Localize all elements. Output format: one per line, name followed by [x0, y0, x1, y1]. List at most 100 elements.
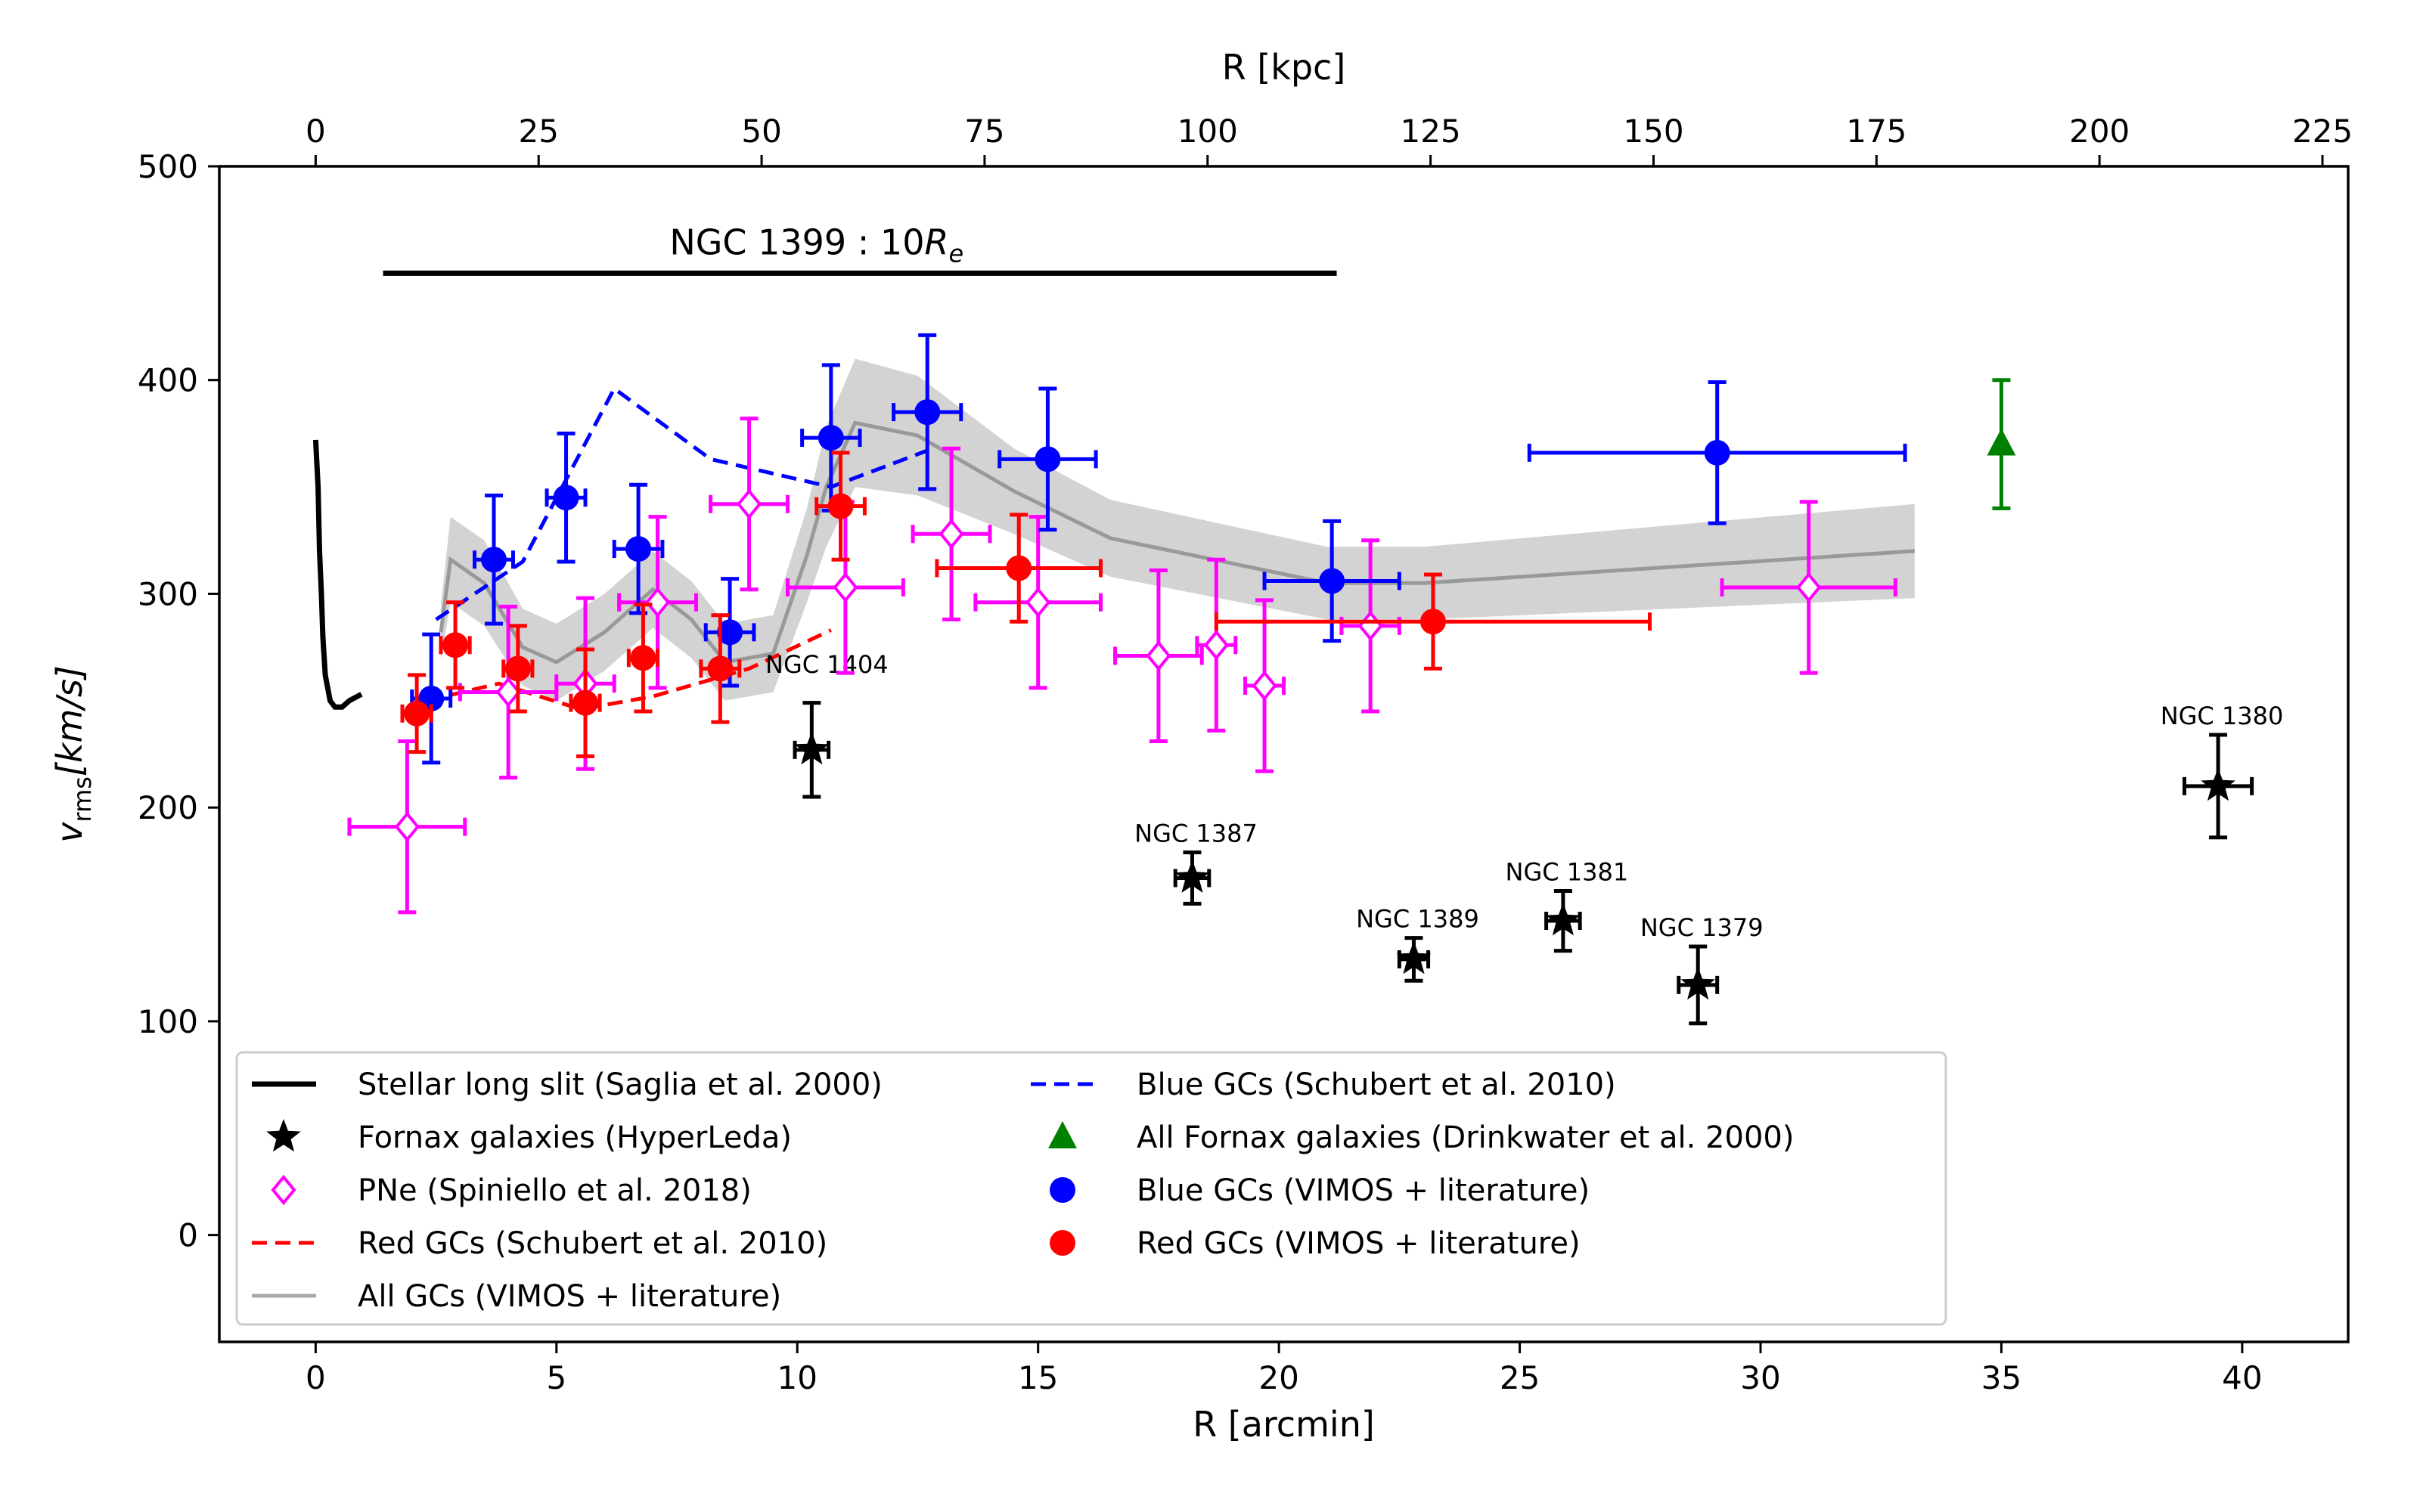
pne-spiniello-et-al-2018-point-1: [495, 677, 521, 708]
y-tick-label-200: 200: [138, 789, 198, 826]
legend-label-red-gcs-vimos-literature: Red GCs (VIMOS + literature): [1137, 1226, 1581, 1261]
fornax-galaxies-hyperleda-point-5-label: NGC 1380: [2161, 702, 2284, 730]
y-axis-label-v: v: [49, 822, 90, 843]
top-axis-label: R [kpc]: [1222, 47, 1346, 88]
legend-label-all-gcs-vimos-literature: All GCs (VIMOS + literature): [358, 1279, 781, 1314]
pne-spiniello-et-al-2018-point-5: [833, 572, 858, 603]
legend-item-stellar-long-slit-saglia-et-al-2000: Stellar long slit (Saglia et al. 2000): [252, 1067, 883, 1102]
pne-spiniello-et-al-2018-point-8: [1146, 640, 1171, 671]
all-gcs-vimos-literature-band: [441, 358, 1915, 701]
top-tick-label-75: 75: [964, 113, 1004, 150]
fornax-galaxies-hyperleda-point-4-label: NGC 1379: [1640, 913, 1764, 942]
x-tick-label-10: 10: [777, 1359, 818, 1396]
legend-item-blue-gcs-schubert-et-al-2010: Blue GCs (Schubert et al. 2010): [1031, 1067, 1616, 1102]
red-gcs-vimos-literature-point-0: [404, 700, 430, 727]
gc-band-layer: [441, 358, 1915, 701]
legend-label-fornax-galaxies-hyperleda: Fornax galaxies (HyperLeda): [358, 1120, 792, 1155]
legend-box: [235, 1051, 1947, 1326]
top-tick-label-125: 125: [1401, 113, 1461, 150]
legend-item-blue-gcs-vimos-literature: Blue GCs (VIMOS + literature): [1050, 1173, 1590, 1208]
y-tick-label-0: 0: [178, 1217, 198, 1254]
pne-spiniello-et-al-2018-point-12: [1796, 572, 1822, 603]
blue-gcs-vimos-literature-point-9: [1704, 439, 1730, 466]
legend-label-all-fornax-galaxies-drinkwater-et-al-2000: All Fornax galaxies (Drinkwater et al. 2…: [1137, 1120, 1794, 1155]
fornax-galaxies-hyperleda-point-5: [2201, 767, 2235, 801]
y-axis-label-sub: rms: [68, 776, 97, 822]
ngc1399-annotation-text: NGC 1399 : 10: [669, 222, 924, 262]
stellar-long-slit-saglia-et-al-2000-line: [312, 439, 363, 710]
x-tick-label-40: 40: [2222, 1359, 2262, 1396]
red-gcs-vimos-literature-point-4: [630, 645, 656, 671]
fornax-galaxies-hyperleda-point-2-label: NGC 1389: [1356, 905, 1479, 934]
legend-handle-pne-spiniello-et-al-2018: [271, 1174, 296, 1206]
legend-label-stellar-long-slit-saglia-et-al-2000: Stellar long slit (Saglia et al. 2000): [358, 1067, 883, 1102]
y-tick-label-400: 400: [138, 362, 198, 399]
x-tick-label-25: 25: [1500, 1359, 1540, 1396]
ngc1399-annotation-sub: e: [948, 239, 963, 268]
blue-gcs-vimos-literature-point-6: [914, 399, 941, 426]
legend-item-all-gcs-vimos-literature: All GCs (VIMOS + literature): [252, 1279, 781, 1314]
top-tick-label-100: 100: [1177, 113, 1238, 150]
x-tick-label-5: 5: [546, 1359, 566, 1396]
blue-gcs-vimos-literature-point-4: [717, 619, 743, 646]
red-gcs-vimos-literature-point-7: [1006, 555, 1032, 581]
pne-spiniello-et-al-2018-point-10: [1252, 670, 1277, 702]
legend-handle-blue-gcs-vimos-literature: [1050, 1177, 1075, 1203]
y-tick-label-300: 300: [138, 575, 198, 612]
blue-gcs-vimos-literature-point-8: [1319, 568, 1345, 594]
red-gcs-vimos-literature-point-8: [1419, 609, 1446, 635]
pne-spiniello-et-al-2018-point-3: [644, 587, 671, 618]
blue-gcs-schubert-et-al-2010-line: [435, 386, 929, 621]
x-tick-label-0: 0: [306, 1359, 326, 1396]
legend-handle-fornax-galaxies-hyperleda: [266, 1119, 301, 1152]
legend-item-red-gcs-vimos-literature: Red GCs (VIMOS + literature): [1050, 1226, 1581, 1261]
fornax-galaxies-hyperleda-point-0: [794, 731, 830, 765]
legend-label-pne-spiniello-et-al-2018: PNe (Spiniello et al. 2018): [358, 1173, 752, 1208]
red-gcs-vimos-literature-point-5: [707, 655, 734, 682]
annotation-layer: NGC 1399 : 10Re: [383, 222, 1337, 276]
legend-label-blue-gcs-vimos-literature: Blue GCs (VIMOS + literature): [1137, 1173, 1590, 1208]
legend: Stellar long slit (Saglia et al. 2000) Fo…: [235, 1051, 1947, 1326]
top-tick-label-50: 50: [741, 113, 781, 150]
fornax-galaxies-hyperleda-point-3: [1546, 903, 1581, 936]
fornax-galaxies-hyperleda-point-2: [1396, 940, 1432, 974]
blue-gcs-vimos-literature-point-3: [625, 536, 652, 562]
legend-label-blue-gcs-schubert-et-al-2010: Blue GCs (Schubert et al. 2010): [1137, 1067, 1616, 1102]
y-tick-label-100: 100: [138, 1003, 198, 1040]
top-tick-label-175: 175: [1846, 113, 1907, 150]
blue-gcs-vimos-literature-point-5: [818, 425, 844, 451]
blue-gcs-vimos-literature-point-7: [1035, 446, 1061, 472]
ngc1399-annotation: NGC 1399 : 10Re: [669, 222, 963, 268]
top-tick-label-150: 150: [1623, 113, 1683, 150]
top-tick-label-25: 25: [518, 113, 558, 150]
legend-handle-all-fornax-galaxies-drinkwater-et-al-2000: [1048, 1121, 1077, 1148]
red-gcs-vimos-literature-point-6: [827, 493, 854, 519]
all-gcs-vimos-literature-line: [439, 420, 1915, 665]
y-tick-label-500: 500: [138, 148, 198, 185]
all-fornax-galaxies-drinkwater-et-al-2000-point-0: [1987, 428, 2016, 456]
pne-spiniello-et-al-2018-point-7: [1025, 587, 1051, 618]
pne-spiniello-et-al-2018-point-9: [1203, 630, 1229, 661]
fornax-galaxies-hyperleda-point-4: [1680, 966, 1715, 1000]
x-tick-label-35: 35: [1981, 1359, 2021, 1396]
x-axis-label: R [arcmin]: [1193, 1404, 1375, 1445]
legend-label-red-gcs-schubert-et-al-2010: Red GCs (Schubert et al. 2010): [358, 1226, 827, 1261]
x-tick-label-15: 15: [1018, 1359, 1058, 1396]
top-tick-label-200: 200: [2069, 113, 2130, 150]
ngc1399-annotation-r: R: [924, 222, 948, 262]
legend-item-pne-spiniello-et-al-2018: PNe (Spiniello et al. 2018): [271, 1173, 752, 1208]
points-layer: NGC 1404 NGC 1387 NGC 1389 NGC 1381 NGC 1379…: [347, 333, 2284, 1026]
fornax-galaxies-hyperleda-point-0-label: NGC 1404: [765, 650, 889, 679]
red-gcs-vimos-literature-point-2: [504, 655, 531, 682]
pne-spiniello-et-al-2018-point-0: [394, 811, 420, 842]
line-layer: [312, 386, 1915, 711]
top-tick-label-225: 225: [2292, 113, 2353, 150]
pne-spiniello-et-al-2018-point-6: [939, 519, 964, 550]
y-axis-label-unit: [km/s]: [49, 665, 90, 776]
legend-item-all-fornax-galaxies-drinkwater-et-al-2000: All Fornax galaxies (Drinkwater et al. 2…: [1048, 1120, 1794, 1155]
y-axis-label: vrms[km/s]: [49, 665, 97, 842]
x-tick-label-20: 20: [1258, 1359, 1298, 1396]
red-gcs-vimos-literature-point-1: [442, 632, 469, 658]
x-tick-label-30: 30: [1740, 1359, 1780, 1396]
